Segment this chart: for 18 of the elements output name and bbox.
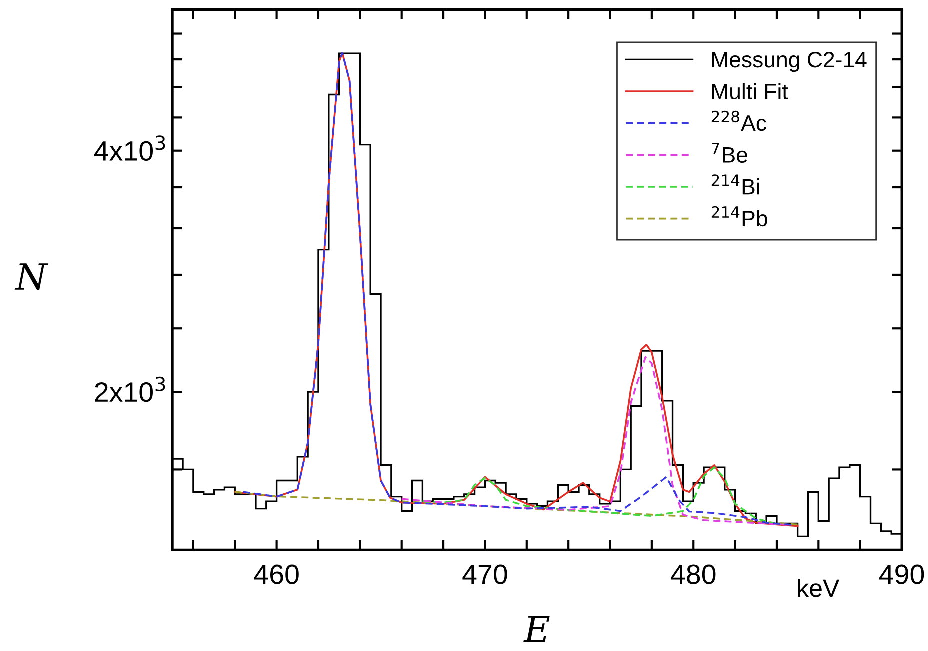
x-axis-title: E (524, 616, 550, 642)
legend-label: $^{7}$Be (712, 142, 748, 164)
x-tick-label: 480 (671, 564, 716, 584)
x-tick-label: 460 (254, 564, 299, 584)
y-tick-label: 2x10$^{3}$ (95, 376, 166, 402)
line-series (422, 466, 778, 526)
y-axis-title: N (14, 264, 48, 290)
legend-label: $^{214}$Bi (712, 174, 760, 195)
legend-label: Multi Fit (712, 83, 788, 100)
y-tick-label: 4x10$^{3}$ (94, 136, 166, 161)
legend-label: Messung C2-14 (712, 52, 867, 72)
line-series (400, 356, 788, 526)
legend-label: $^{214}$Pb (712, 206, 768, 227)
text: keV (798, 578, 840, 598)
x-tick-label: 490 (879, 564, 924, 584)
line-series (234, 491, 799, 526)
x-tick-label: 470 (462, 564, 508, 584)
legend-label: $^{228}$Ac (712, 110, 766, 132)
